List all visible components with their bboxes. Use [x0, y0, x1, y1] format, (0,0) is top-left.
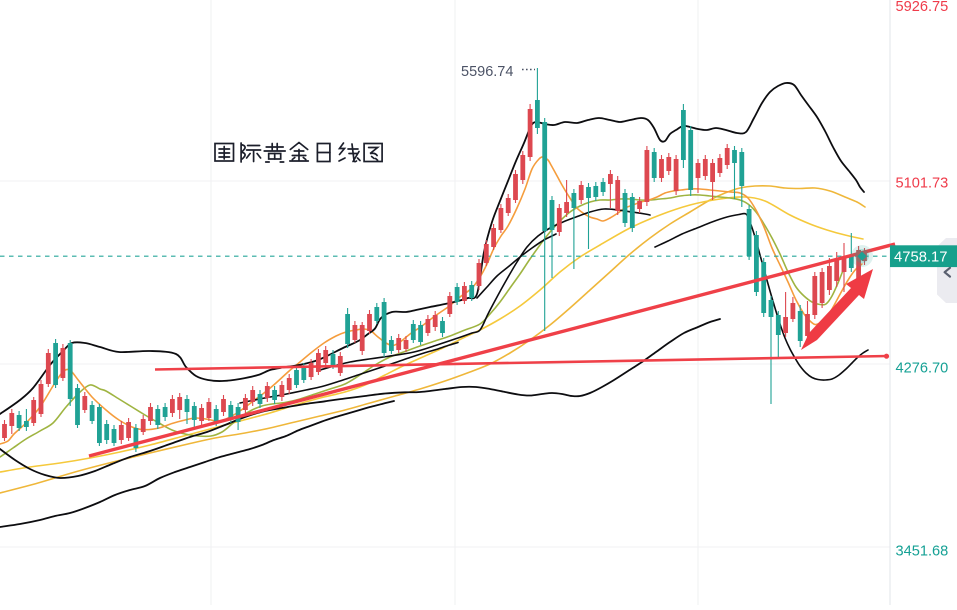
svg-text:5101.73: 5101.73: [896, 175, 949, 191]
svg-text:3451.68: 3451.68: [896, 544, 949, 560]
svg-text:4276.70: 4276.70: [896, 361, 949, 377]
svg-text:5926.75: 5926.75: [896, 0, 949, 15]
svg-text:4758.17: 4758.17: [894, 250, 948, 266]
svg-text:5596.74: 5596.74: [461, 64, 513, 80]
